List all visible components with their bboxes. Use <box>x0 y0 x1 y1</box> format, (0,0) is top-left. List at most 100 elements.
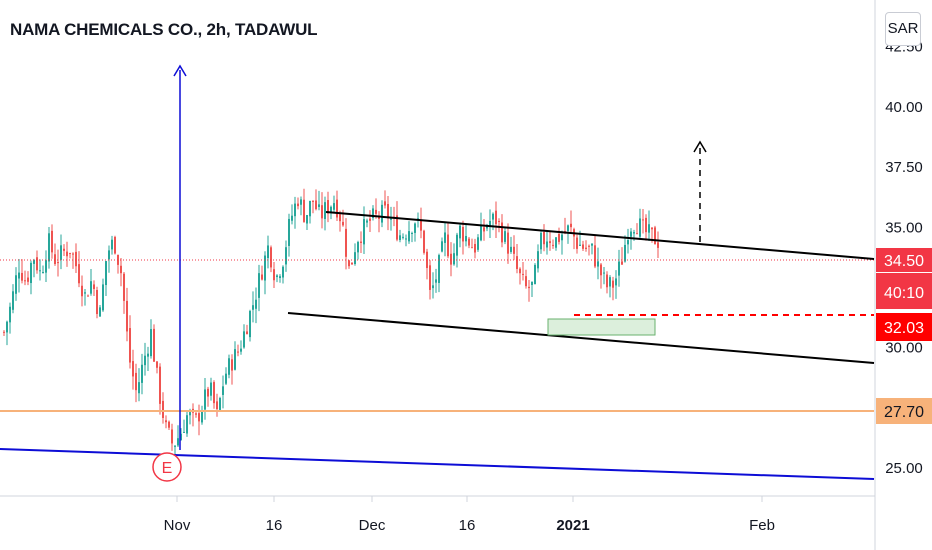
candle-body <box>93 284 95 289</box>
blue-arrow-head-icon <box>173 64 187 77</box>
candle-body <box>201 410 203 423</box>
candle-body <box>111 239 113 250</box>
candle-body <box>582 244 584 249</box>
candle-body <box>579 244 581 246</box>
last-price-tag: 34.50 <box>876 248 932 272</box>
candle-body <box>21 272 23 281</box>
channel-lower-line[interactable] <box>287 312 875 364</box>
candle-body <box>150 329 152 357</box>
candle-body <box>228 358 230 375</box>
candle-body <box>213 382 215 404</box>
candle-body <box>3 331 5 333</box>
blue-trendline[interactable] <box>0 448 875 480</box>
candle-body <box>288 218 290 246</box>
channel-upper-line[interactable] <box>325 211 875 260</box>
candle-body <box>219 398 221 410</box>
candle-body <box>45 260 47 273</box>
candle-body <box>345 228 347 257</box>
currency-button[interactable]: SAR <box>885 12 921 46</box>
candle-body <box>57 262 59 264</box>
time-tick-label: 16 <box>459 517 476 534</box>
candle-body <box>297 203 299 207</box>
candle-body <box>186 415 188 434</box>
candle-body <box>171 429 173 444</box>
candle-body <box>387 204 389 219</box>
candle-body <box>492 213 494 220</box>
candle-body <box>15 275 17 294</box>
candle-body <box>84 292 86 294</box>
target-arrow-head-icon <box>693 140 707 153</box>
candle-body <box>27 277 29 282</box>
candle-body <box>477 237 479 250</box>
candle-body <box>537 251 539 269</box>
candle-body <box>471 247 473 249</box>
candle-body <box>549 241 551 244</box>
candle-body <box>303 199 305 222</box>
candle-body <box>231 359 233 371</box>
candle-body <box>285 247 287 265</box>
candle-body <box>180 433 182 441</box>
event-marker-circle[interactable] <box>152 452 182 482</box>
candle-body <box>294 203 296 217</box>
candle-body <box>489 220 491 227</box>
candle-body <box>552 244 554 246</box>
candle-body <box>639 218 641 237</box>
candle-body <box>135 372 137 391</box>
candle-body <box>447 234 449 257</box>
candle-body <box>66 251 68 257</box>
candle-body <box>6 321 8 333</box>
candle-body <box>225 373 227 384</box>
candle-body <box>189 412 191 416</box>
candle-body <box>402 236 404 238</box>
candle-body <box>141 364 143 383</box>
candle-body <box>222 386 224 395</box>
candle-body <box>654 227 656 245</box>
candle-body <box>459 225 461 239</box>
candle-body <box>366 220 368 223</box>
candle-body <box>237 351 239 353</box>
candle-body <box>69 252 71 254</box>
candle-body <box>606 274 608 288</box>
candle-body <box>519 268 521 274</box>
candle-body <box>420 220 422 231</box>
candle-body <box>18 272 20 279</box>
candle-body <box>618 261 620 276</box>
candle-body <box>114 236 116 254</box>
candle-body <box>456 234 458 256</box>
candle-body <box>351 262 353 265</box>
price-tick-label: 40.00 <box>885 99 923 116</box>
candle-body <box>612 280 614 288</box>
candlestick-series <box>3 188 659 458</box>
candle-body <box>486 226 488 229</box>
candle-body <box>429 265 431 290</box>
candle-body <box>603 272 605 274</box>
candle-body <box>423 230 425 253</box>
candle-body <box>309 201 311 217</box>
time-axis[interactable]: Nov 16 Dec 16 2021 Feb <box>164 496 775 534</box>
candle-body <box>657 242 659 248</box>
candle-body <box>450 253 452 265</box>
candle-body <box>87 295 89 297</box>
candle-body <box>174 445 176 447</box>
support-zone-box[interactable] <box>547 318 656 336</box>
candle-body <box>246 331 248 335</box>
candle-body <box>306 214 308 224</box>
candle-body <box>444 232 446 243</box>
time-tick-label: 2021 <box>556 517 589 534</box>
candle-body <box>480 224 482 241</box>
candle-body <box>102 284 104 311</box>
candle-body <box>234 349 236 370</box>
candle-body <box>276 275 278 278</box>
candle-body <box>132 361 134 377</box>
candle-body <box>411 233 413 235</box>
candle-body <box>198 413 200 422</box>
candle-body <box>426 251 428 269</box>
candle-body <box>642 219 644 221</box>
candle-body <box>543 232 545 245</box>
candle-body <box>279 276 281 278</box>
candle-body <box>270 247 272 268</box>
event-marker-label: E <box>162 460 173 477</box>
candle-body <box>159 366 161 404</box>
candle-body <box>99 307 101 317</box>
